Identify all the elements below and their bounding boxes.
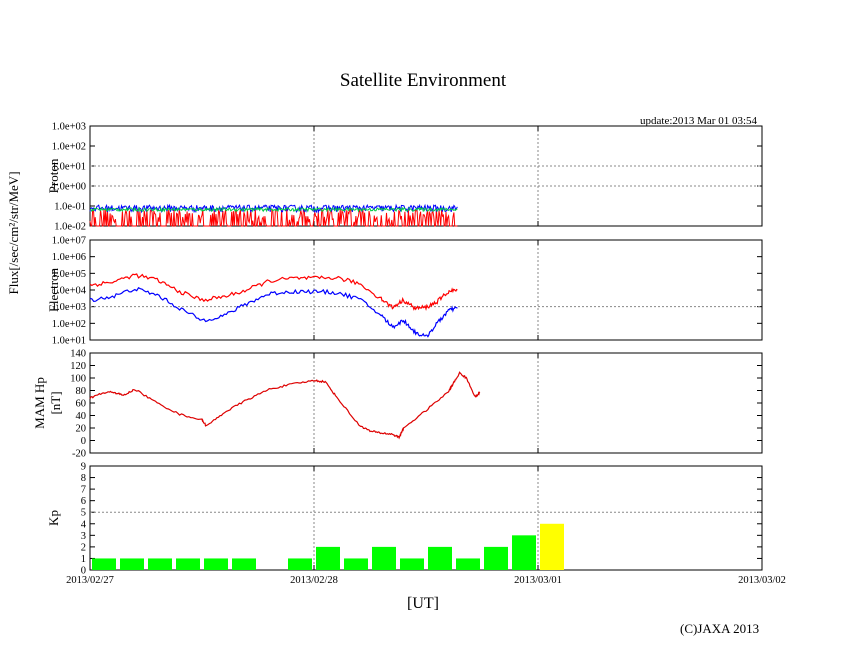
kp-bar [148,558,172,570]
y-tick-label: 1.0e+02 [52,319,86,330]
y-tick-label: 4 [81,519,87,530]
kp-bar [92,558,116,570]
y-tick-label: 3 [81,531,86,542]
update-timestamp: update:2013 Mar 01 03:54 [640,115,758,127]
flux-axis-label: Flux[/sec/cm²/str/MeV] [6,171,21,294]
y-tick-label: 1.0e+00 [52,182,86,193]
kp-bar [344,558,368,570]
x-tick-label: 2013/03/01 [514,575,562,586]
y-tick-label: 1.0e-02 [54,222,86,233]
y-tick-label: 1.0e+01 [52,162,86,173]
y-tick-label: 8 [81,473,86,484]
y-tick-label: 0 [81,566,86,577]
y-tick-label: 100 [70,374,86,385]
y-tick-label: 1.0e+07 [52,236,86,247]
kp-bar [400,558,424,570]
y-axis-label-electron: Electron [46,267,61,312]
y-tick-label: 1.0e+03 [52,302,86,313]
kp-bar [204,558,228,570]
y-axis-label-hp: MAM Hp [32,377,47,429]
panel-frame [89,465,763,571]
y-tick-label: 7 [81,485,86,496]
y-tick-label: 80 [76,386,87,397]
kp-bar [428,546,452,570]
y-tick-label: 60 [76,399,87,410]
y-axis-label-proton: Proton [46,158,61,193]
series-line-blue [89,203,458,214]
series-line-hp [89,371,481,440]
y-tick-label: 1.0e+03 [52,122,86,133]
panel-frame [89,239,763,341]
kp-bar [176,558,200,570]
kp-bar [316,546,340,570]
y-axis-label-kp: Kp [46,510,61,526]
y-tick-label: 5 [81,508,86,519]
y-tick-label: 1.0e+02 [52,142,86,153]
x-axis-title: [UT] [407,595,439,612]
x-tick-label: 2013/03/02 [738,575,786,586]
panel-electron: 1.0e+01 1.0e+02 1.0e+03 1.0e+04 1.0e+05 1.0e+… [46,236,763,347]
copyright-text: (C)JAXA 2013 [680,621,760,636]
y-tick-label: 6 [81,496,86,507]
series-line-red [89,273,458,312]
y-tick-label: 0 [81,436,86,447]
kp-bar [372,546,396,570]
y-tick-label: 40 [76,411,87,422]
y-tick-label: 1.0e+04 [52,286,87,297]
y-tick-label: 20 [76,424,87,435]
y-tick-label: 1 [81,554,86,565]
x-tick-label: 2013/02/27 [66,575,114,586]
y-tick-label: 1.0e-01 [54,202,86,213]
y-tick-label: 2 [81,542,86,553]
kp-bar [120,558,144,570]
chart-title: Satellite Environment [339,70,507,91]
y-tick-label: 1.0e+05 [52,269,86,280]
kp-bar [288,558,312,570]
kp-bar [512,535,536,570]
panel-frame [89,352,763,454]
y-tick-label: -20 [72,449,86,460]
panel-proton: 1.0e-02 1.0e-01 1.0e+00 1.0e+01 1.0e+02 1.0e+… [46,122,763,233]
kp-bar [456,558,480,570]
y-tick-label: 1.0e+06 [52,252,86,263]
y-tick-label: 140 [70,349,86,360]
kp-bar [232,558,256,570]
y-tick-label: 1.0e+01 [52,336,86,347]
y-axis-unit-hp: [nT] [48,391,63,414]
series-line-green [89,206,458,213]
y-tick-label: 120 [70,361,86,372]
panel-frame [89,125,763,227]
series-line-blue [89,287,458,338]
kp-bar [484,546,508,570]
series-line-red [89,207,458,227]
x-tick-label: 2013/02/28 [290,575,338,586]
kp-bar [540,523,564,570]
y-tick-label: 9 [81,462,86,473]
